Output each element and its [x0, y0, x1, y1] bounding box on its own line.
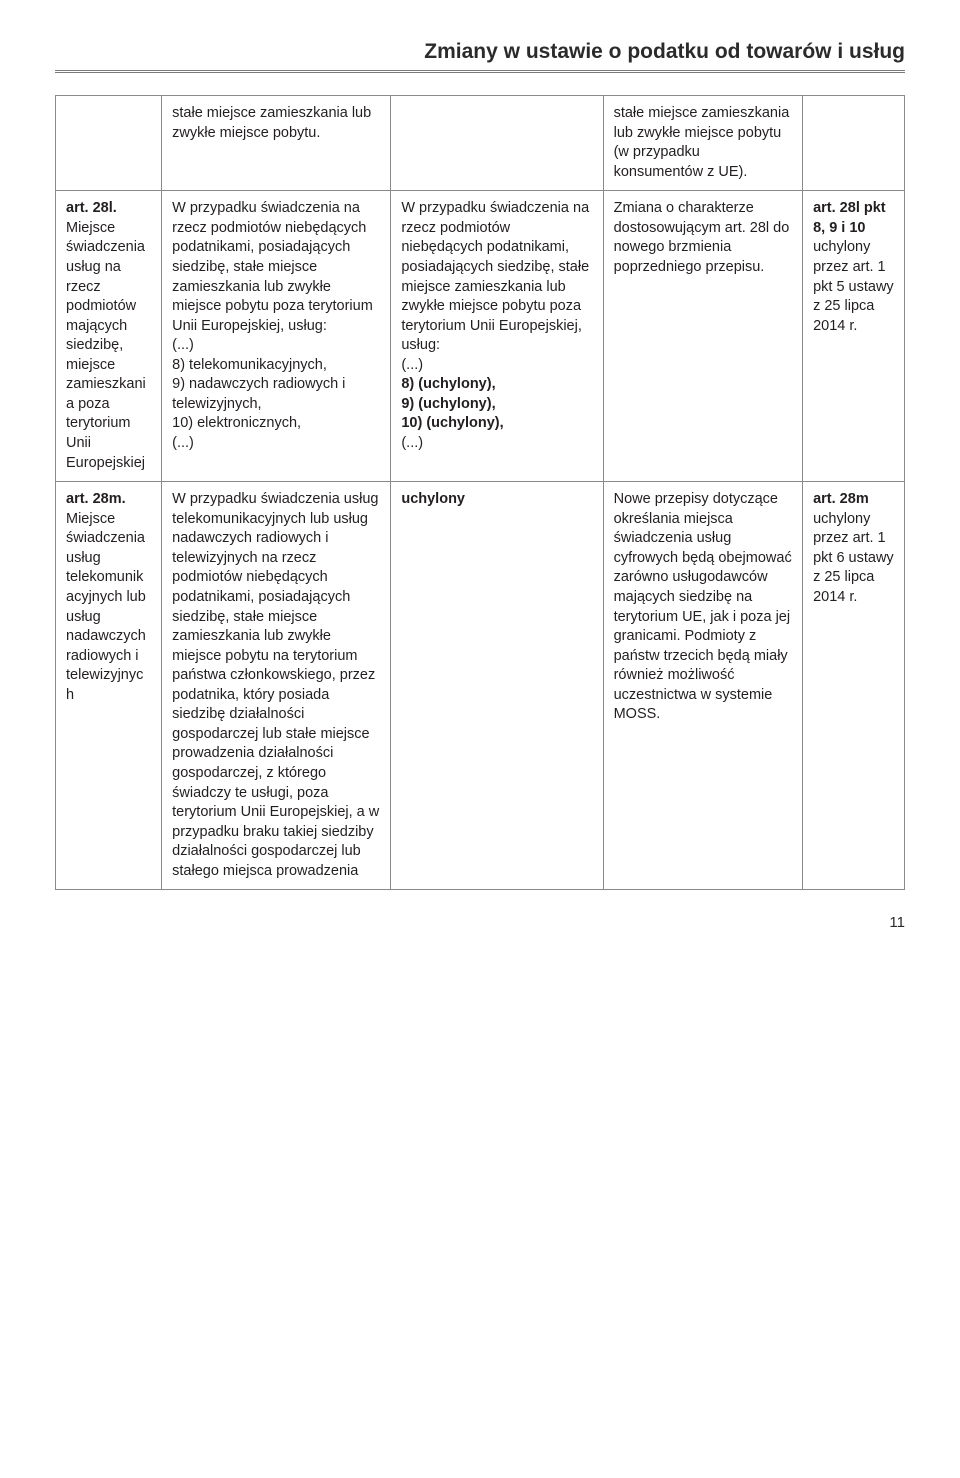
page-title: Zmiany w ustawie o podatku od towarów i …	[55, 40, 905, 73]
cell-before: W przypadku świadczenia usług telekomuni…	[162, 482, 391, 890]
cell-before: stałe miejsce zamieszkania lub zwykłe mi…	[162, 96, 391, 191]
table-row: art. 28l. Miejsce świadczenia usług na r…	[56, 191, 905, 482]
after-bold: uchylony	[401, 491, 465, 507]
cell-article: art. 28l. Miejsce świadczenia usług na r…	[56, 191, 162, 482]
cell-after: W przypadku świadczenia na rzecz podmiot…	[391, 191, 603, 482]
after-post: (...)	[401, 434, 592, 454]
law-table: stałe miejsce zamieszkania lub zwykłe mi…	[55, 95, 905, 890]
cell-before: W przypadku świadczenia na rzecz podmiot…	[162, 191, 391, 482]
page-number: 11	[55, 914, 905, 931]
article-number: art. 28l.	[66, 200, 117, 216]
ref-rest: uchylony przez art. 1 pkt 5 ustawy z 25 …	[813, 239, 894, 333]
article-number: art. 28m.	[66, 491, 126, 507]
article-desc: Miejsce świadczenia usług telekomunikacy…	[66, 511, 146, 703]
article-desc: Miejsce świadczenia usług na rzecz podmi…	[66, 220, 146, 471]
after-bold-line: 8) (uchylony),	[401, 375, 592, 395]
cell-ref: art. 28l pkt 8, 9 i 10 uchylony przez ar…	[803, 191, 905, 482]
cell-ref: art. 28m uchylony przez art. 1 pkt 6 ust…	[803, 482, 905, 890]
ref-rest: uchylony przez art. 1 pkt 6 ustawy z 25 …	[813, 511, 894, 605]
cell-after: uchylony	[391, 482, 603, 890]
after-bold-line: 9) (uchylony),	[401, 395, 592, 415]
cell-ref	[803, 96, 905, 191]
after-bold-line: 10) (uchylony),	[401, 414, 592, 434]
cell-article: art. 28m. Miejsce świadczenia usług tele…	[56, 482, 162, 890]
cell-after	[391, 96, 603, 191]
cell-comment: Zmiana o charakterze dostosowującym art.…	[603, 191, 803, 482]
cell-comment: Nowe przepisy dotyczące określania miejs…	[603, 482, 803, 890]
table-row: art. 28m. Miejsce świadczenia usług tele…	[56, 482, 905, 890]
ref-bold: art. 28m	[813, 491, 869, 507]
after-pre: W przypadku świadczenia na rzecz podmiot…	[401, 199, 592, 375]
cell-comment: stałe miejsce zamieszkania lub zwykłe mi…	[603, 96, 803, 191]
cell-article	[56, 96, 162, 191]
table-row: stałe miejsce zamieszkania lub zwykłe mi…	[56, 96, 905, 191]
ref-bold: art. 28l	[813, 200, 860, 216]
